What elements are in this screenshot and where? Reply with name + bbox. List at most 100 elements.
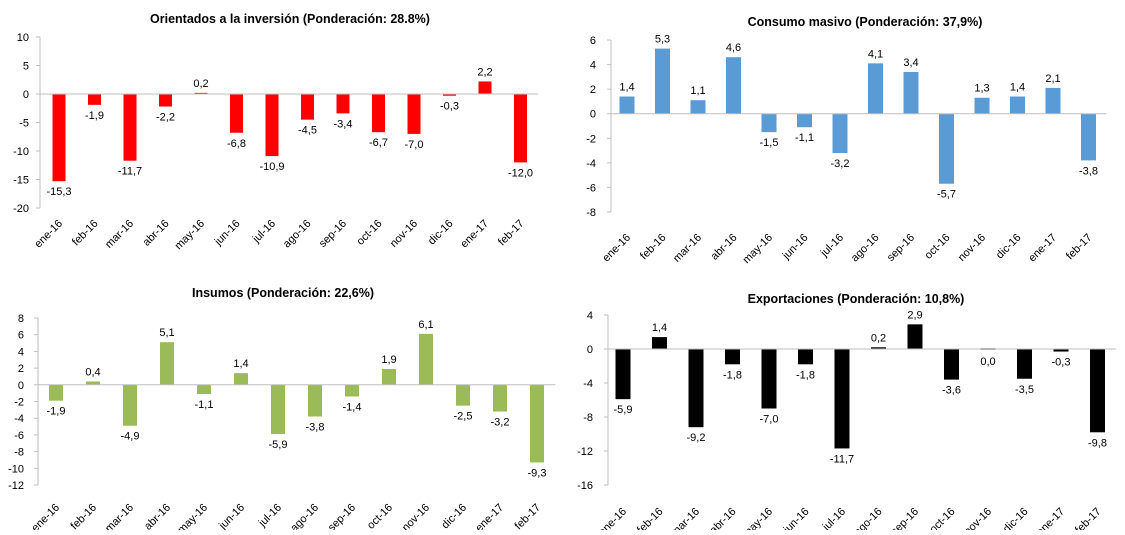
data-label: -5,9 <box>269 439 288 451</box>
data-label: 2,9 <box>907 309 922 321</box>
y-tick-label: -6 <box>14 430 24 442</box>
bar <box>345 384 359 397</box>
bar <box>834 349 850 449</box>
bar <box>939 113 954 184</box>
bar <box>907 324 923 349</box>
data-label: -10,9 <box>259 161 284 173</box>
x-tick-label: abr-16 <box>142 502 173 530</box>
bar <box>1090 349 1105 433</box>
x-tick-label: abr-16 <box>709 232 740 263</box>
y-tick-label: -15 <box>13 175 29 187</box>
bar <box>230 94 243 133</box>
data-label: -9,3 <box>528 467 547 479</box>
bar <box>1081 113 1096 161</box>
bar <box>86 381 100 385</box>
x-tick-label: mar-16 <box>671 232 704 265</box>
data-label: -1,9 <box>85 110 104 122</box>
data-label: -1,5 <box>760 137 779 149</box>
data-label: 4,6 <box>726 42 741 54</box>
data-label: -4,5 <box>298 125 317 137</box>
bar <box>265 94 279 157</box>
x-tick-label: feb-16 <box>70 218 101 249</box>
data-label: -2,5 <box>454 411 473 423</box>
bar <box>123 384 137 426</box>
bar <box>832 113 848 154</box>
y-tick-label: 4 <box>18 346 24 358</box>
x-tick-label: sep-16 <box>885 232 917 264</box>
chart-title: Exportaciones (Ponderación: 10,8%) <box>748 292 965 306</box>
bar <box>871 347 886 349</box>
data-label: 1,4 <box>233 358 248 370</box>
data-label: 2,1 <box>1045 73 1060 85</box>
x-tick-label: feb-16 <box>69 502 100 530</box>
bar <box>308 384 322 417</box>
x-tick-label: may-16 <box>176 502 210 530</box>
y-tick-label: -5 <box>19 118 29 130</box>
data-label: 5,1 <box>159 327 174 339</box>
x-tick-label: ene-16 <box>32 218 65 251</box>
bar <box>372 94 385 133</box>
bar <box>160 342 174 385</box>
x-tick-label: nov-16 <box>956 232 988 264</box>
y-tick-label: 10 <box>17 32 29 44</box>
bar <box>797 113 812 128</box>
y-tick-label: -8 <box>583 412 593 424</box>
chart-title: Orientados a la inversión (Ponderación: … <box>150 12 430 26</box>
data-label: -1,1 <box>195 399 214 411</box>
x-tick-label: mar-16 <box>669 506 702 530</box>
bar <box>52 94 66 182</box>
y-tick-label: -8 <box>14 447 24 459</box>
y-tick-label: -2 <box>14 397 24 409</box>
x-tick-label: abr-16 <box>708 506 739 530</box>
x-tick-label: dic-16 <box>426 218 456 248</box>
chart-title: Insumos (Ponderación: 22,6%) <box>192 286 374 300</box>
bar <box>798 349 813 365</box>
bar <box>726 57 741 114</box>
y-tick-label: 8 <box>18 313 24 325</box>
x-tick-label: feb-17 <box>1064 232 1095 263</box>
x-tick-label: jun-16 <box>781 506 812 530</box>
x-tick-label: ene-17 <box>458 218 491 251</box>
data-label: -3,6 <box>942 385 961 397</box>
bar <box>514 94 527 163</box>
data-label: -7,0 <box>405 139 424 151</box>
bar <box>336 94 350 114</box>
chart-exportaciones: Exportaciones (Ponderación: 10,8%) 4 0 -4 -8… <box>563 265 1125 535</box>
bar <box>382 368 396 385</box>
x-tick-label: ago-16 <box>849 232 882 265</box>
x-tick-label: sep-16 <box>889 506 921 530</box>
x-tick-label: oct-16 <box>928 506 958 530</box>
data-label: -1,9 <box>47 406 66 418</box>
data-label: -1,4 <box>343 401 362 413</box>
x-tick-label: mar-16 <box>103 502 136 530</box>
y-tick-label: 4 <box>587 310 593 322</box>
x-tick-label: jun-16 <box>216 502 247 530</box>
x-tick-label: may-16 <box>173 218 207 252</box>
y-tick-label: 5 <box>23 61 29 73</box>
data-label: -0,3 <box>440 101 459 113</box>
data-label: -11,7 <box>118 166 142 178</box>
y-tick-label: -4 <box>586 158 596 170</box>
data-label: -0,3 <box>1052 357 1071 369</box>
x-tick-label: jun-16 <box>212 218 243 249</box>
data-label: -3,2 <box>491 417 510 429</box>
data-label: 1,9 <box>381 354 396 366</box>
x-tick-label: feb-17 <box>1073 506 1104 530</box>
bar <box>407 94 421 134</box>
data-label: -1,8 <box>796 369 815 381</box>
y-tick-label: 2 <box>18 363 24 375</box>
chart-consumo-masivo: Consumo masivo (Ponderación: 37,9%) 6 4 2 0 -… <box>563 0 1125 266</box>
chart-svg: Insumos (Ponderación: 22,6%) 8 6 4 2 0 -2 -4 -6 -… <box>8 286 556 535</box>
bar <box>456 384 470 406</box>
x-tick-label: ene-16 <box>29 502 62 530</box>
data-label: 1,1 <box>690 85 705 97</box>
y-tick-label: 6 <box>590 35 596 47</box>
chart-svg: Exportaciones (Ponderación: 10,8%) 4 0 -4 -8… <box>577 292 1116 535</box>
y-tick-label: 0 <box>590 109 596 121</box>
data-label: -2,2 <box>156 112 175 124</box>
x-tick-label: dic-16 <box>994 232 1024 262</box>
data-label: -5,7 <box>937 189 956 201</box>
y-tick-label: 6 <box>18 330 24 342</box>
x-tick-label: may-16 <box>741 232 775 265</box>
data-label: -3,8 <box>306 422 325 434</box>
